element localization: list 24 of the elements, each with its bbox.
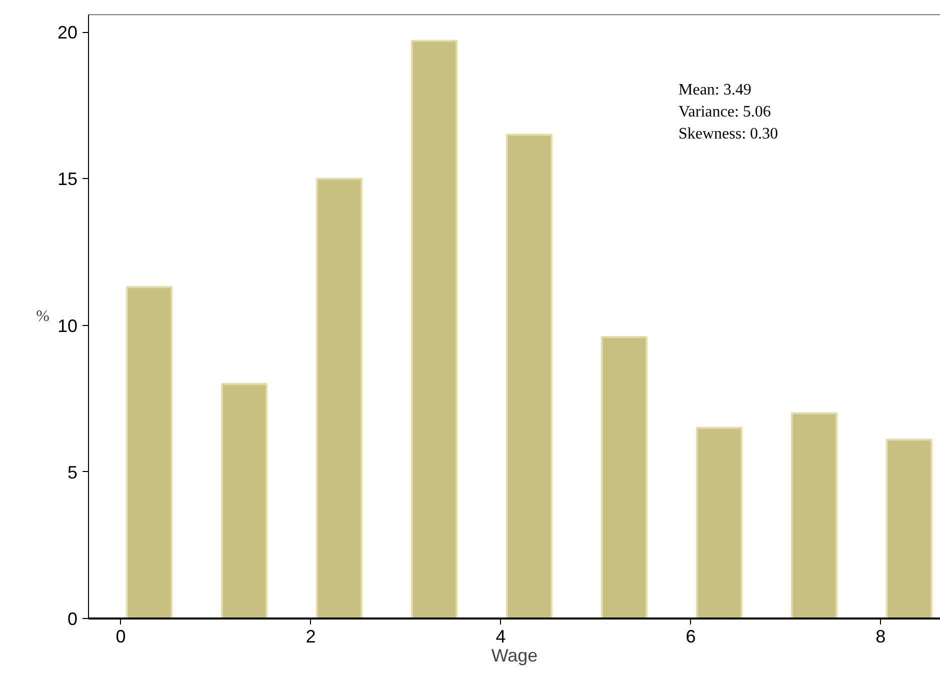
annotation: Mean: 3.49 bbox=[678, 82, 752, 98]
x-tick-label: 2 bbox=[306, 626, 316, 646]
bar bbox=[126, 286, 173, 618]
annotation: Skewness: 0.30 bbox=[678, 126, 778, 142]
x-tick-label: 8 bbox=[876, 626, 886, 646]
bar bbox=[600, 336, 648, 618]
y-tick-label: 10 bbox=[57, 316, 78, 336]
bar bbox=[886, 438, 932, 618]
bar bbox=[220, 382, 268, 618]
annotation: Variance: 5.06 bbox=[678, 104, 771, 120]
x-tick-label: 4 bbox=[496, 626, 506, 646]
bar bbox=[790, 412, 838, 618]
x-axis-title: Wage bbox=[491, 646, 538, 666]
x-tick-label: 6 bbox=[686, 626, 696, 646]
y-tick-label: 0 bbox=[67, 609, 78, 629]
bar bbox=[506, 134, 553, 618]
x-tick-label: 0 bbox=[116, 626, 126, 646]
bar bbox=[410, 40, 458, 618]
bar bbox=[316, 178, 363, 618]
y-tick-label: 5 bbox=[67, 462, 78, 482]
bar bbox=[696, 426, 743, 618]
y-tick-label: 15 bbox=[57, 169, 78, 190]
y-axis-title: % bbox=[36, 308, 50, 325]
y-tick-label: 20 bbox=[57, 22, 78, 43]
